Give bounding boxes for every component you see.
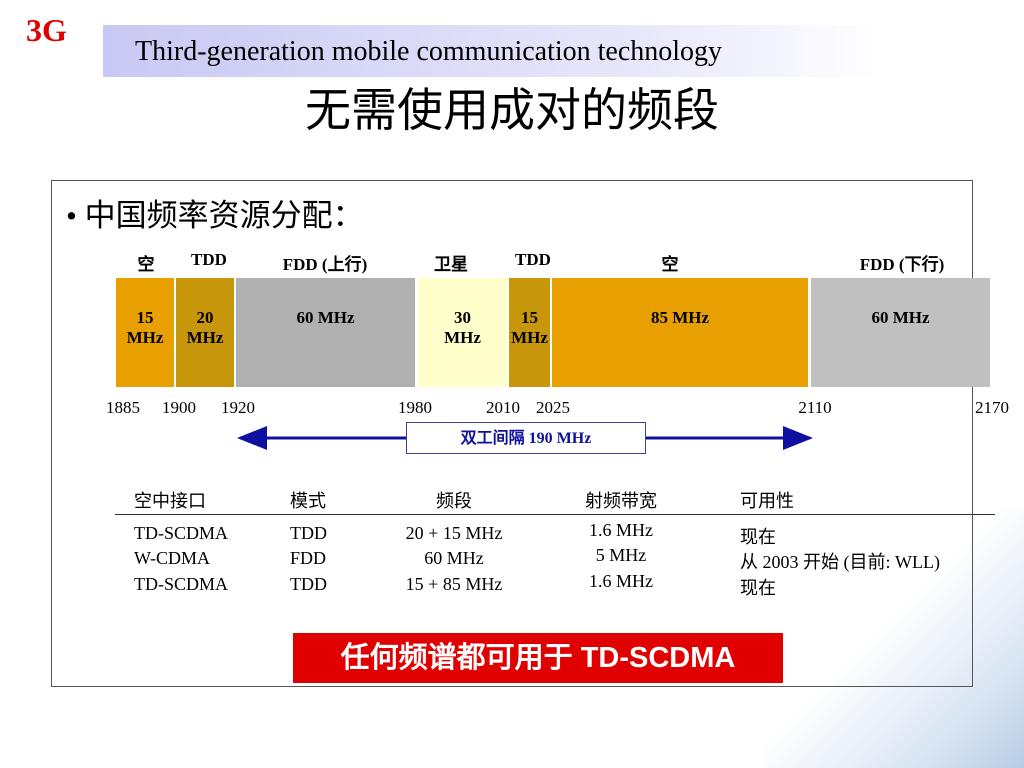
table-header: 可用性 xyxy=(740,491,794,511)
title: Third-generation mobile communication te… xyxy=(135,36,723,67)
table-rule xyxy=(115,514,995,515)
bullet-text: 中国频率资源分配： xyxy=(84,198,364,233)
band-block: 20 MHz xyxy=(176,278,234,387)
table-header: 模式 xyxy=(290,491,326,511)
table-cell: 现在 xyxy=(740,527,776,547)
band-width: 60 MHz xyxy=(871,308,930,327)
frequency: 2010 xyxy=(486,398,520,417)
table-cell: TD-SCDMA xyxy=(134,523,229,543)
band-width: 15 MHz xyxy=(511,308,548,347)
band-width: 15 MHz xyxy=(126,308,164,347)
table-cell: TDD xyxy=(290,574,327,594)
band-width: 30 MHz xyxy=(444,308,481,347)
table-cell: FDD xyxy=(290,548,327,568)
band-label: TDD xyxy=(515,250,551,269)
bullet: • 中国频率资源分配： xyxy=(66,198,364,233)
frequency: 1980 xyxy=(398,398,432,417)
band-block: 85 MHz xyxy=(552,278,808,387)
band-width: 85 MHz xyxy=(650,308,710,327)
band-label: 卫星 xyxy=(434,255,468,274)
table-header: 频段 xyxy=(436,491,472,511)
table-cell: 60 MHz xyxy=(424,548,484,568)
band-block: 15 MHz xyxy=(116,278,174,387)
table-header: 空中接口 xyxy=(134,491,206,511)
band-label: FDD (下行) xyxy=(859,255,945,274)
frequency: 1920 xyxy=(221,398,255,417)
band-label: TDD xyxy=(191,250,227,269)
table-cell: 5 MHz xyxy=(595,545,647,565)
table-cell: 从 2003 开始 (目前: WLL) xyxy=(740,552,940,572)
table-cell: 15 + 85 MHz xyxy=(405,574,503,594)
banner: 任何频谱都可用于 TD-SCDMA xyxy=(293,633,783,683)
heading: 无需使用成对的频段 xyxy=(305,85,719,136)
table-cell: 现在 xyxy=(740,578,776,598)
table-cell: W-CDMA xyxy=(134,548,210,568)
band-block: 60 MHz xyxy=(236,278,415,387)
band-label: 空 xyxy=(661,255,679,274)
table-cell: 1.6 MHz xyxy=(589,571,653,591)
table-cell: TDD xyxy=(290,523,327,543)
frequency: 2025 xyxy=(536,398,570,417)
title-bar xyxy=(103,25,880,77)
band-label: FDD (上行) xyxy=(282,255,368,274)
band-block: 30 MHz xyxy=(418,278,507,387)
frequency: 1885 xyxy=(106,398,140,417)
band-label: 空 xyxy=(137,255,155,274)
band-width: 60 MHz xyxy=(296,308,355,327)
table-cell: 20 + 15 MHz xyxy=(405,523,503,543)
table-cell: 1.6 MHz xyxy=(589,520,653,540)
background-decoration xyxy=(764,508,1024,768)
band-block: 15 MHz xyxy=(509,278,550,387)
duplex-label: 双工间隔 190 MHz xyxy=(406,422,646,454)
content-frame xyxy=(51,180,973,687)
logo: 3G xyxy=(26,12,67,48)
frequency: 1900 xyxy=(162,398,196,417)
band-width: 20 MHz xyxy=(186,308,224,347)
frequency: 2110 xyxy=(798,398,832,417)
band-block: 60 MHz xyxy=(811,278,990,387)
table-cell: TD-SCDMA xyxy=(134,574,229,594)
frequency: 2170 xyxy=(975,398,1009,417)
table-header: 射频带宽 xyxy=(585,491,657,511)
